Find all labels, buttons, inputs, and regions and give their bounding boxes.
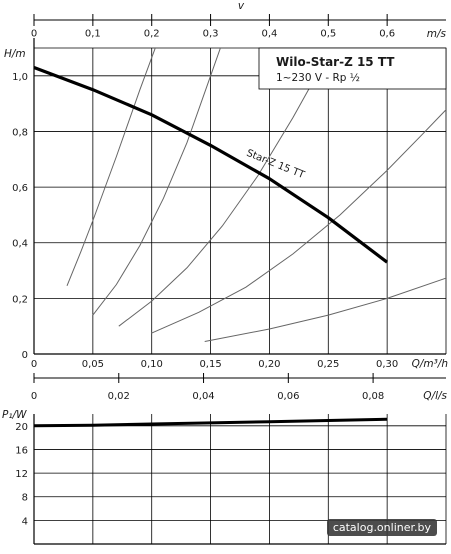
- top-axis-q-unit: Q/l/s: [423, 390, 447, 402]
- top-axis-v-tick-label: 0,2: [144, 28, 160, 39]
- head-y-tick-label: 1,0: [12, 72, 28, 83]
- head-y-tick-label: 0,8: [12, 127, 28, 138]
- top-axis-q-tick-label: 0,06: [277, 391, 299, 402]
- head-x-tick-label: 0: [31, 359, 37, 370]
- head-x-tick-label: 0,20: [258, 359, 280, 370]
- power-y-tick-label: 20: [15, 422, 28, 433]
- head-y-tick-label: 0,6: [12, 183, 28, 194]
- top-axis-v-unit: m/s: [427, 28, 447, 40]
- legend-box: Wilo-Star-Z 15 TT 1~230 V - Rp ½: [259, 48, 446, 89]
- power-y-tick-label: 8: [22, 493, 28, 504]
- head-x-tick-label: 0,05: [82, 359, 104, 370]
- power-y-tick-label: 12: [15, 469, 28, 480]
- head-x-tick-label: 0,10: [141, 359, 163, 370]
- power-y-axis-label: P₁/W: [2, 409, 27, 421]
- head-x-tick-label: 0,15: [199, 359, 221, 370]
- watermark: catalog.onliner.by: [327, 519, 437, 536]
- system-curve: [205, 276, 451, 341]
- legend-title: Wilo-Star-Z 15 TT: [276, 55, 395, 69]
- head-x-tick-label: 0,30: [376, 359, 398, 370]
- top-axis-v-label: v: [238, 0, 245, 12]
- top-axis-v-tick-label: 0: [31, 28, 37, 39]
- head-x-tick-label: 0,25: [317, 359, 339, 370]
- power-y-tick-label: 4: [22, 516, 28, 527]
- top-axis-v-tick-label: 0,5: [320, 28, 336, 39]
- top-axis-v-tick-label: 0,1: [85, 28, 101, 39]
- head-y-tick-label: 0,4: [12, 239, 28, 250]
- top-axis-v-tick-label: 0,4: [261, 28, 277, 39]
- head-y-axis-label: H/m: [4, 48, 26, 60]
- top-axis-q-tick-label: 0,08: [362, 391, 384, 402]
- head-x-axis-label: Q/m³/h: [412, 358, 448, 370]
- top-axis-q-tick-label: 0,04: [192, 391, 214, 402]
- top-axis-q-tick-label: 0,02: [108, 391, 130, 402]
- top-axis-v-tick-label: 0,6: [379, 28, 395, 39]
- head-y-tick-label: 0: [22, 350, 28, 361]
- power-y-tick-label: 16: [15, 445, 28, 456]
- pump-curve-label: Star-Z 15 TT: [245, 148, 307, 182]
- legend-subtitle: 1~230 V - Rp ½: [276, 72, 360, 84]
- head-y-tick-label: 0,2: [12, 294, 28, 305]
- top-axis-q-tick-label: 0: [31, 391, 37, 402]
- top-axis-v-tick-label: 0,3: [203, 28, 219, 39]
